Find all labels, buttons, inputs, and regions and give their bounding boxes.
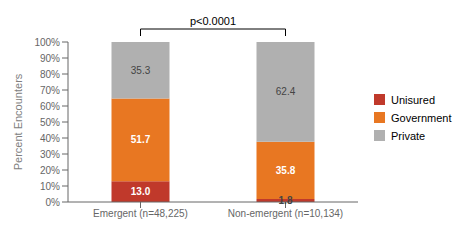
svg-text:51.7: 51.7 [131,134,151,145]
svg-text:60%: 60% [40,101,60,112]
svg-text:80%: 80% [40,69,60,80]
svg-text:Emergent (n=48,225): Emergent (n=48,225) [93,208,188,219]
svg-text:62.4: 62.4 [276,86,296,97]
svg-text:70%: 70% [40,85,60,96]
html-text:Private: Private [391,129,426,142]
svg-text:20%: 20% [40,165,60,176]
svg-text:50%: 50% [40,117,60,128]
svg-text:100%: 100% [34,37,60,48]
svg-text:Percent Encounters: Percent Encounters [12,73,24,170]
svg-text:p<0.0001: p<0.0001 [190,15,236,27]
svg-text:Non-emergent (n=10,134): Non-emergent (n=10,134) [228,208,343,219]
html-text:Government: Government [391,111,452,124]
svg-text:90%: 90% [40,53,60,64]
html-text:Unisured: Unisured [391,93,435,106]
svg-text:1.8: 1.8 [279,195,293,206]
svg-text:40%: 40% [40,133,60,144]
svg-text:0%: 0% [46,197,61,208]
svg-text:35.8: 35.8 [276,165,296,176]
svg-text:13.0: 13.0 [131,186,151,197]
svg-text:35.3: 35.3 [131,65,151,76]
svg-text:10%: 10% [40,181,60,192]
svg-text:30%: 30% [40,149,60,160]
